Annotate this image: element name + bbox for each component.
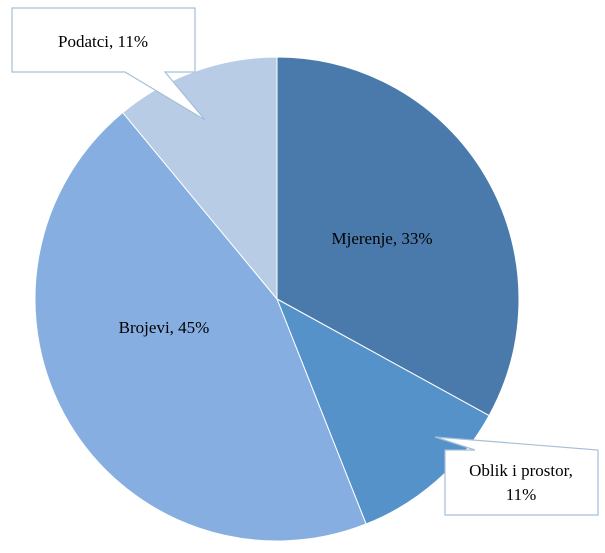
callout-oblik-i-prostor <box>434 436 599 516</box>
callout-podatci <box>11 7 206 121</box>
slice-label-brojevi: Brojevi, 45% <box>119 318 210 337</box>
pie-slices <box>34 56 520 542</box>
slice-label-oblik-line2: 11% <box>506 485 537 504</box>
slice-label-oblik-line1: Oblik i prostor, <box>469 461 573 480</box>
pie-slice-oblik-i-prostor <box>276 297 490 525</box>
pie-slice-brojevi <box>34 111 367 542</box>
pie-slice-mjerenje <box>276 56 520 417</box>
slice-label-mjerenje: Mjerenje, 33% <box>331 229 432 248</box>
slice-label-podatci: Podatci, 11% <box>58 32 148 51</box>
